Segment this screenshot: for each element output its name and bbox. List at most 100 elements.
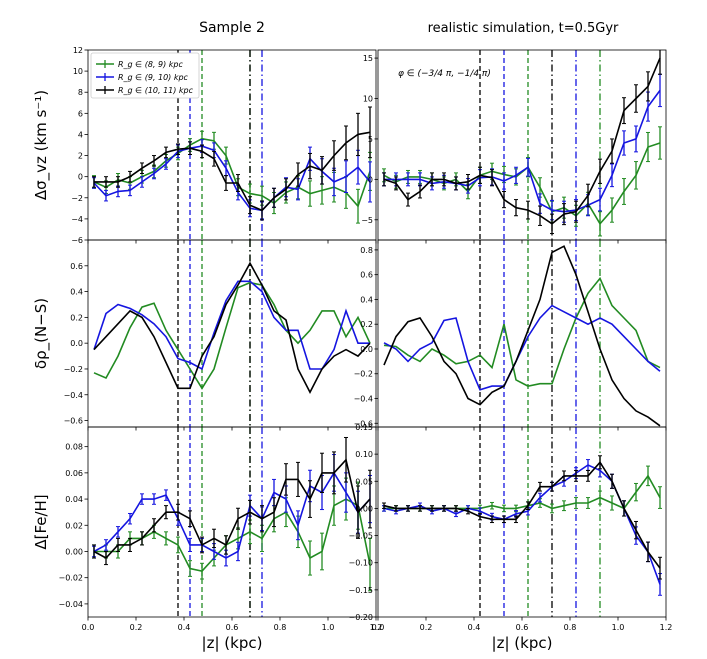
panel-left-bot: −0.04 −0.02 0.00 0.02 0.04 0.06 0.08 0.0 0.2 0.4 0… [32,426,383,632]
y-tick-label: 6 [78,109,83,118]
x-tick-label: 0.4 [468,623,481,632]
x-tick-label: 0.2 [420,623,433,632]
panel-left-top: −6 −4 −2 0 2 4 6 8 10 12 Δσ_vz (km s⁻¹) R_g ∈ (8, 9… [32,46,377,245]
x-tick-label: 1.0 [612,623,625,632]
y-tick-label: 8 [78,88,83,97]
x-tick-label: 0.2 [130,623,143,632]
x-tick-label: 0.0 [372,623,385,632]
x-tick-label: 0.6 [226,623,239,632]
x-tick-label: 0.8 [564,623,577,632]
y-tick-label: −0.20 [348,613,373,622]
legend-label: R_g ∈ (10, 11) kpc [118,86,194,95]
y-tick-label: 0.10 [355,450,373,459]
series-line-black [383,245,661,427]
y-tick-label: −4 [71,215,83,224]
y-tick-label: 2 [78,152,83,161]
y-tick-label: 0.08 [65,443,83,452]
y-tick-label: 0.00 [355,504,373,513]
y-tick-label: 0.05 [355,477,373,486]
y-tick-label: 0.00 [65,547,83,556]
y-tick-label: 0.0 [360,345,373,354]
plot-area [382,50,662,240]
y-axis-label: Δσ_vz (km s⁻¹) [32,90,51,200]
x-tick-label: 1.2 [660,623,673,632]
series-line-blue [384,89,661,213]
series-line-black [94,131,371,212]
x-tick-label: 1.2 [370,623,383,632]
y-tick-label: 0.4 [70,288,83,297]
y-tick-label: −0.6 [64,417,83,426]
plot-area [382,427,662,617]
y-tick-label: 0.6 [360,271,373,280]
panel-right-top: −5 0 5 10 15 φ ∈ (−3/4 π, −1/4 π) [361,49,667,244]
axes-frame [377,426,667,618]
y-axis-label: Δ[Fe/H] [32,494,50,549]
series-line-blue [93,471,371,559]
y-tick-label: 0.0 [70,339,83,348]
y-tick-label: −5 [361,216,373,225]
y-axis-label: δρ_(N−S) [32,298,51,369]
series-line-green [93,281,371,390]
y-tick-label: 0.6 [70,262,83,271]
y-tick-label: 0 [78,173,83,182]
series-line-green [93,137,371,208]
y-tick-label: −0.2 [64,365,83,374]
x-tick-label: 0.8 [274,623,287,632]
y-tick-label: 10 [73,67,83,76]
y-tick-label: −2 [71,194,83,203]
series-line-blue [383,304,661,391]
legend-box [90,52,200,99]
y-tick-label: 0.8 [360,246,373,255]
y-tick-label: −0.6 [354,419,373,428]
y-tick-label: −0.02 [58,574,83,583]
y-tick-label: −6 [71,236,83,245]
series-line-black [383,460,661,569]
series-line-blue [383,464,661,585]
y-tick-label: −0.15 [348,586,373,595]
y-tick-label: 0.04 [65,495,83,504]
y-tick-label: 0.15 [355,423,373,432]
legend: R_g ∈ (8, 9) kpc R_g ∈ (9, 10) kpc R_g ∈ (… [90,52,200,99]
legend-label: R_g ∈ (9, 10) kpc [118,73,189,82]
series-line-black [383,57,661,225]
y-tick-label: −0.4 [354,395,373,404]
x-axis-label: |z| (kpc) [492,634,553,652]
panel-right-mid: −0.6 −0.4 −0.2 0.0 0.2 0.4 0.6 0.8 [354,239,667,431]
y-tick-label: 0.2 [360,320,373,329]
series-line-green [94,498,371,572]
y-tick-label: 0 [368,175,373,184]
y-tick-label: 5 [368,135,373,144]
y-tick-label: −0.4 [64,391,83,400]
panel-right-bot: −0.20 −0.15 −0.10 −0.05 0.00 0.05 0.10 0.15 0.0 0… [348,423,672,632]
series-line-green [383,276,661,387]
series-line-black [93,261,371,394]
y-tick-label: 15 [363,54,373,63]
x-tick-label: 0.0 [82,623,95,632]
series-line-black [93,458,371,560]
series-line-blue [93,145,371,212]
series-line-green [384,474,661,510]
y-tick-label: −0.05 [348,532,373,541]
y-tick-label: −0.10 [348,559,373,568]
y-tick-label: −0.2 [354,370,373,379]
y-tick-label: 12 [73,46,83,55]
y-tick-label: 0.4 [360,295,373,304]
panel-left-mid: −0.6 −0.4 −0.2 0.0 0.2 0.4 0.6 δρ_(N−S) [32,239,377,431]
y-tick-label: −0.04 [58,600,83,609]
plot-area [92,427,372,617]
x-axis-label: |z| (kpc) [202,634,263,652]
panels: −6 −4 −2 0 2 4 6 8 10 12 Δσ_vz (km s⁻¹) R_g ∈ (8, 9… [32,46,672,632]
right-title: realistic simulation, t=0.5Gyr [428,21,619,36]
x-tick-label: 0.6 [516,623,529,632]
y-tick-label: 0.06 [65,469,83,478]
axes-frame [377,239,667,428]
left-title: Sample 2 [199,20,265,36]
y-tick-label: 0.02 [65,521,83,530]
y-tick-label: 4 [78,130,83,139]
x-tick-label: 0.4 [178,623,191,632]
x-tick-label: 1.0 [322,623,335,632]
axes-frame [87,239,377,428]
x-axis-label-right: |z| (kpc) [492,634,553,652]
series-line-green [383,142,661,226]
